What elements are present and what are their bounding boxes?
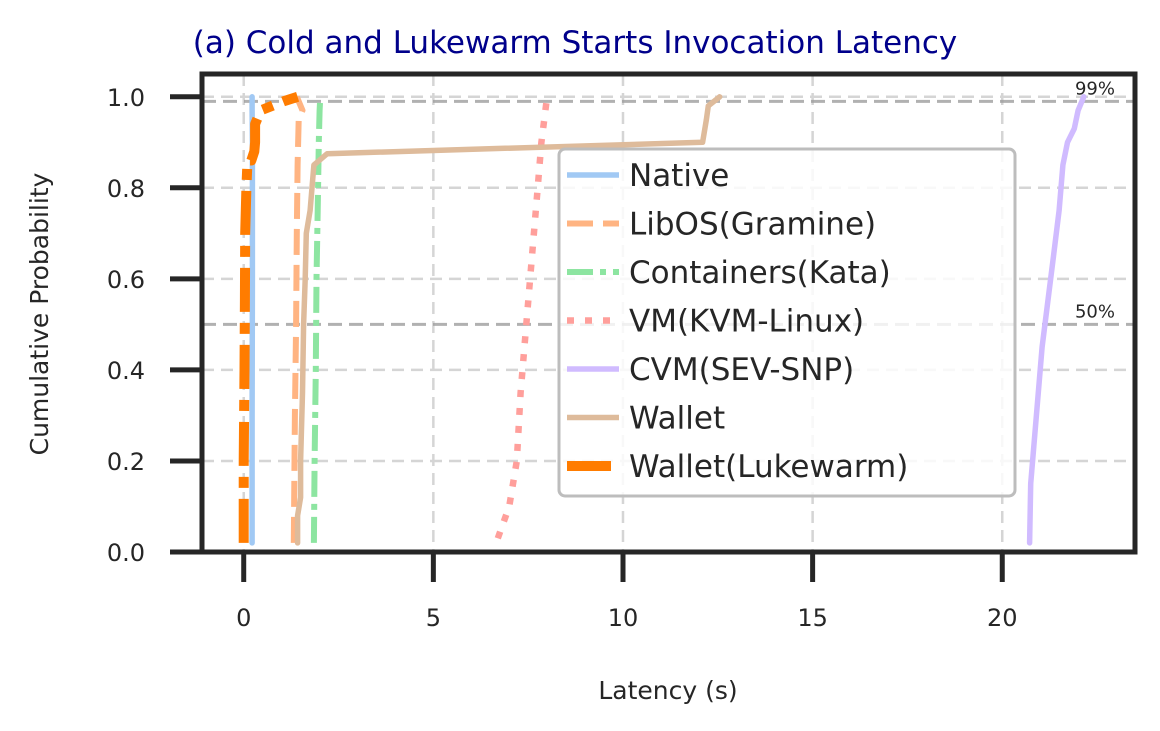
tick-layer: 0 5 10 15 20 0.0 0.2 0.4 0.6 0.8 1.0 [107, 84, 1018, 632]
legend-label: Wallet [629, 401, 725, 437]
x-tick-label: 10 [608, 604, 639, 632]
series-line-1 [290, 95, 306, 543]
legend: Native LibOS(Gramine) Containers(Kata) VM(K… [557, 147, 1017, 498]
y-tick-label: 0.8 [107, 175, 145, 203]
x-tick-label: 15 [797, 604, 828, 632]
legend-label: Native [629, 158, 729, 194]
legend-label: LibOS(Gramine) [629, 207, 876, 243]
y-tick-label: 0.2 [107, 448, 145, 476]
x-axis-label: Latency (s) [598, 676, 737, 705]
x-tick-label: 20 [987, 604, 1018, 632]
series-line-5 [294, 94, 723, 546]
series-line-2 [310, 96, 324, 543]
y-axis-label: Cumulative Probability [25, 172, 54, 455]
y-tick-label: 0.6 [107, 266, 145, 294]
plot-frame [199, 71, 1138, 555]
y-tick-label: 0.0 [107, 539, 145, 567]
series-line-3 [494, 96, 551, 540]
series-layer [238, 92, 1087, 546]
legend-box [557, 147, 1017, 498]
y-tick-label: 1.0 [107, 84, 145, 112]
series-line-4 [1026, 94, 1087, 546]
x-tick-label: 5 [426, 604, 441, 632]
legend-label: VM(KVM-Linux) [629, 304, 864, 340]
chart-title: (a) Cold and Lukewarm Starts Invocation … [193, 25, 958, 61]
x-tick-label: 0 [236, 604, 251, 632]
legend-label: Wallet(Lukewarm) [629, 449, 908, 485]
reference-label: 50% [1075, 301, 1115, 322]
legend-label: Containers(Kata) [629, 255, 891, 291]
reference-label: 99% [1075, 78, 1115, 99]
legend-label: CVM(SEV-SNP) [629, 352, 854, 388]
series-line-6 [238, 92, 300, 543]
y-tick-label: 0.4 [107, 357, 145, 385]
